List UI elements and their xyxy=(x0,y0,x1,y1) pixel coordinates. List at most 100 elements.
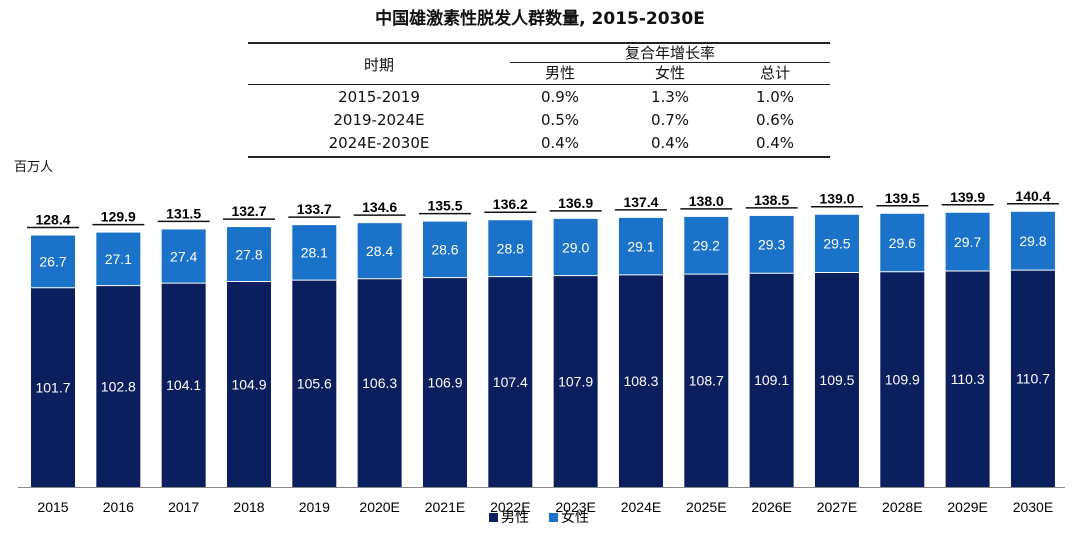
female-value-label: 27.8 xyxy=(235,246,262,262)
bar-male xyxy=(814,272,859,487)
row-period: 2019-2024E xyxy=(333,111,425,129)
female-value-label: 29.7 xyxy=(954,234,981,250)
bar-female xyxy=(161,229,206,284)
female-value-label: 29.0 xyxy=(562,239,589,255)
bar-male xyxy=(684,274,729,487)
growth-group-header: 复合年增长率 xyxy=(624,44,715,62)
total-value-label: 133.7 xyxy=(297,201,332,217)
bar-male xyxy=(749,273,794,487)
x-tick-label: 2028E xyxy=(882,499,922,515)
male-value-label: 107.4 xyxy=(493,374,528,390)
bar-female xyxy=(749,215,794,274)
total-value-label: 135.5 xyxy=(427,198,462,214)
female-value-label: 29.6 xyxy=(889,235,916,251)
row-period: 2015-2019 xyxy=(338,88,420,106)
x-tick-label: 2025E xyxy=(686,499,726,515)
bar-female xyxy=(488,220,533,277)
total-value-label: 131.5 xyxy=(166,205,201,221)
bar-male xyxy=(226,281,271,487)
male-value-label: 104.1 xyxy=(166,377,201,393)
bar-female xyxy=(31,235,75,288)
male-value-label: 107.9 xyxy=(558,373,593,389)
legend-label-female: 女性 xyxy=(561,509,589,525)
cell-male: 0.4% xyxy=(540,134,580,152)
total-value-label: 138.0 xyxy=(689,193,724,209)
total-value-label: 139.5 xyxy=(885,190,920,206)
total-value-label: 136.2 xyxy=(493,196,528,212)
col-header-total: 总计 xyxy=(759,64,790,82)
female-value-label: 27.1 xyxy=(105,251,132,267)
x-tick-label: 2021E xyxy=(425,499,465,515)
bar-female xyxy=(814,214,859,273)
female-value-label: 28.8 xyxy=(497,240,524,256)
bar-male xyxy=(488,276,533,487)
total-value-label: 138.5 xyxy=(754,192,789,208)
bar-female xyxy=(96,232,141,286)
legend-swatch-male xyxy=(489,513,498,522)
x-tick-label: 2015 xyxy=(37,499,68,515)
cell-male: 0.9% xyxy=(540,88,580,106)
period-header: 时期 xyxy=(363,56,394,74)
male-value-label: 110.7 xyxy=(1016,371,1050,387)
bar-female xyxy=(880,213,925,272)
bar-female xyxy=(945,212,990,271)
male-value-label: 110.3 xyxy=(951,371,985,387)
bar-male xyxy=(161,283,206,487)
total-value-label: 129.9 xyxy=(101,209,136,225)
bar-female xyxy=(553,218,598,276)
male-value-label: 105.6 xyxy=(297,376,332,392)
male-value-label: 108.7 xyxy=(689,373,724,389)
x-tick-label: 2024E xyxy=(621,499,661,515)
x-tick-label: 2016 xyxy=(103,499,134,515)
female-value-label: 29.1 xyxy=(627,238,654,254)
cell-female: 0.7% xyxy=(650,111,690,129)
female-value-label: 28.1 xyxy=(301,245,328,261)
bar-male xyxy=(292,280,337,487)
cell-female: 0.4% xyxy=(650,134,690,152)
row-period: 2024E-2030E xyxy=(328,134,430,152)
chart-title: 中国雄激素性脱发人群数量, 2015-2030E xyxy=(375,9,705,29)
table-top-rule xyxy=(248,42,830,44)
bar-male xyxy=(553,275,598,487)
female-value-label: 29.5 xyxy=(823,236,850,252)
cell-total: 0.4% xyxy=(755,134,795,152)
table-bottom-rule xyxy=(248,156,830,158)
total-value-label: 128.4 xyxy=(35,212,70,228)
bar-male xyxy=(422,277,467,487)
cell-total: 1.0% xyxy=(755,88,795,106)
bar-female xyxy=(292,225,337,281)
bar-male xyxy=(880,271,925,487)
male-value-label: 104.9 xyxy=(231,376,266,392)
x-tick-label: 2027E xyxy=(817,499,857,515)
x-tick-label: 2022E xyxy=(490,499,530,515)
bar-female xyxy=(357,223,402,279)
total-value-label: 137.4 xyxy=(623,194,658,210)
total-value-label: 139.9 xyxy=(950,189,985,205)
female-value-label: 29.2 xyxy=(693,237,720,253)
bar-male xyxy=(945,270,990,487)
bar-female xyxy=(1010,211,1055,271)
total-value-label: 139.0 xyxy=(819,191,854,207)
bar-female xyxy=(422,221,467,278)
legend-swatch-female xyxy=(549,513,558,522)
x-tick-label: 2030E xyxy=(1013,499,1053,515)
female-value-label: 29.3 xyxy=(758,237,785,253)
male-value-label: 109.5 xyxy=(819,372,854,388)
bar-female xyxy=(684,216,729,275)
male-value-label: 101.7 xyxy=(35,379,70,395)
total-value-label: 134.6 xyxy=(362,199,397,215)
female-value-label: 28.6 xyxy=(431,242,458,258)
total-value-label: 140.4 xyxy=(1015,188,1050,204)
male-value-label: 106.3 xyxy=(362,375,397,391)
stacked-bar-chart: 101.7 26.7 128.4 2015 102.8 27.1 129.9 2016 104.… xyxy=(18,188,1065,525)
col-header-female: 女性 xyxy=(654,64,685,82)
male-value-label: 106.9 xyxy=(427,374,462,390)
female-value-label: 27.4 xyxy=(170,248,197,264)
x-tick-label: 2017 xyxy=(168,499,199,515)
x-tick-label: 2018 xyxy=(233,499,264,515)
x-tick-label: 2023E xyxy=(555,499,595,515)
x-tick-label: 2026E xyxy=(751,499,791,515)
cell-male: 0.5% xyxy=(540,111,580,129)
group-header-rule xyxy=(510,62,830,63)
bar-male xyxy=(618,274,663,487)
